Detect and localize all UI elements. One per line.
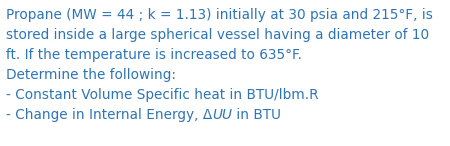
Text: - Constant Volume Specific heat in BTU/lbm.R: - Constant Volume Specific heat in BTU/l… — [6, 88, 319, 102]
Text: UU: UU — [212, 108, 232, 122]
Text: stored inside a large spherical vessel having a diameter of 10: stored inside a large spherical vessel h… — [6, 28, 429, 42]
Text: Determine the following:: Determine the following: — [6, 68, 176, 82]
Text: in BTU: in BTU — [232, 108, 281, 122]
Text: - Change in Internal Energy, Δ: - Change in Internal Energy, Δ — [6, 108, 212, 122]
Text: Propane (MW = 44 ; k = 1.13) initially at 30 psia and 215°F, is: Propane (MW = 44 ; k = 1.13) initially a… — [6, 8, 433, 22]
Text: ft. If the temperature is increased to 635°F.: ft. If the temperature is increased to 6… — [6, 48, 302, 62]
